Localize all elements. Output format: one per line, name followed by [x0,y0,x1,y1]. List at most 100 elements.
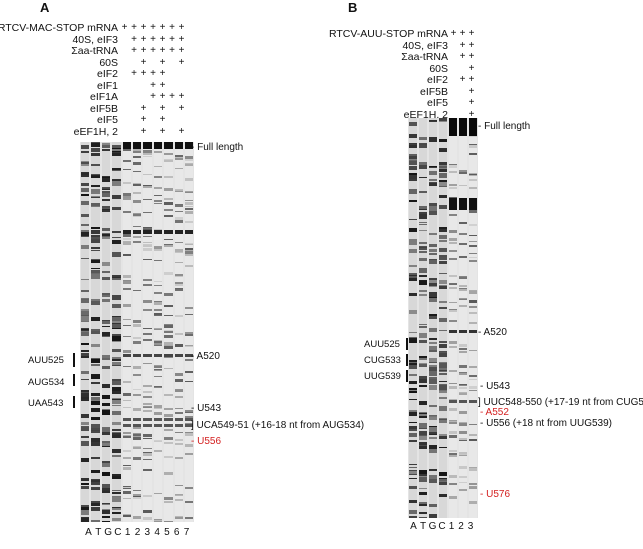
gel-band [459,481,467,484]
gel-band [81,161,90,165]
gel-band [133,236,142,238]
gel-band [153,291,163,294]
gel-lane [185,142,194,522]
gel-band [164,354,173,357]
gel-band [122,241,131,245]
condition-sign: + [159,79,166,91]
gel-band [174,154,183,157]
gel-band [143,338,152,341]
gel-band [122,275,131,278]
gel-band [409,374,417,377]
gel-band [122,435,131,439]
gel-band [439,344,447,349]
gel-band [429,366,437,371]
gel-band [81,151,90,154]
gel-band [81,509,90,515]
gel-band [439,433,447,437]
gel-band [101,236,111,240]
gel-band [409,199,417,203]
gel-band [429,365,437,369]
gel-band [409,121,417,126]
gel-band [143,230,152,234]
gel-band [81,399,90,401]
gel-band [164,442,173,444]
gel-band [112,386,121,392]
gel-band [122,281,131,284]
gel-band [101,515,111,518]
gel-band [409,158,417,160]
gel-band [409,381,417,384]
gel-band [101,205,111,208]
gel-band [449,287,457,290]
label-a520: - A520 [478,327,507,338]
gel-band [459,285,467,288]
condition-sign: + [140,68,147,79]
label-full-length: - Full length [478,121,531,132]
gel-band [122,230,131,234]
gel-band [81,422,90,426]
gel-band [133,388,142,391]
gel-band [164,325,173,328]
gel-band [91,163,100,166]
lane-label: G [428,521,437,532]
lane-label: C [438,521,446,532]
gel-band [449,483,457,486]
gel-band [419,477,427,482]
gel-band [439,240,447,243]
gel-band [143,395,152,399]
gel-band [164,437,173,439]
gel-band [122,192,131,196]
gel-band [153,230,163,234]
gel-band [449,283,457,285]
lane-label: A [410,521,417,532]
gel-band [419,441,427,445]
gel-band [101,208,111,213]
gel-band [439,373,447,375]
gel-band [174,167,183,170]
gel-band [419,267,427,273]
gel-band [409,421,417,424]
gel-band [449,398,457,401]
gel-band [419,325,427,328]
gel-band [409,426,417,430]
gel-lane [153,142,163,522]
gel-band [429,171,437,176]
gel-band [409,510,417,514]
condition-sign: + [159,56,166,68]
gel-band [174,343,183,347]
gel-band [439,286,447,289]
gel-band [429,244,437,247]
gel-band [419,294,427,297]
gel-band [122,142,131,149]
gel-band [143,300,152,303]
gel-band [409,248,417,254]
gel-band [164,293,173,296]
gel-band [164,497,173,501]
gel-band [469,289,477,293]
gel-band [185,163,194,167]
condition-sign: + [159,102,166,114]
condition-sign: + [131,68,137,79]
gel-band [419,474,427,477]
gel-band [459,185,467,187]
gel-band [439,229,447,233]
gel-band [459,198,467,210]
gel-band [419,362,427,365]
gel-band [459,476,467,478]
gel-band [174,516,183,519]
gel-band [133,150,142,154]
gel-band [112,358,121,361]
gel-band [469,153,477,155]
gel-band [409,133,417,138]
condition-sign: + [159,125,166,137]
gel-band [81,391,90,394]
gel-band [81,518,90,522]
gel-band [439,204,447,209]
gel-band [429,316,437,319]
condition-sign: + [169,33,175,45]
gel-band [133,493,142,496]
gel-band [143,333,152,336]
gel-band [419,414,427,416]
gel-band [439,272,447,275]
gel-band [429,181,437,184]
